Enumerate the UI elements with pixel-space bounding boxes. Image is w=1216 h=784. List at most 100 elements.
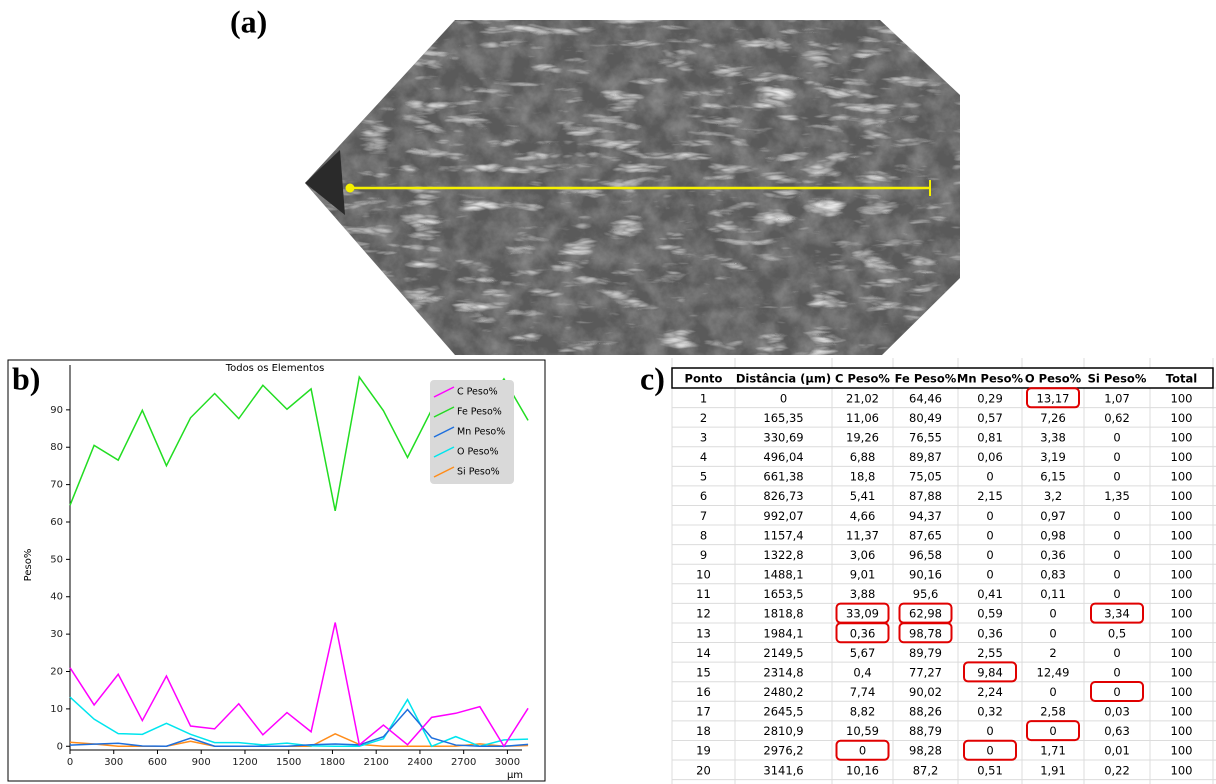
table-cell: 9,01 (850, 568, 876, 582)
table-cell: 0 (780, 391, 787, 405)
header-border (671, 367, 1214, 389)
table-cell: 2,15 (977, 489, 1003, 503)
y-tick-label: 40 (50, 592, 63, 603)
table-cell: 0 (1113, 470, 1120, 484)
cell-highlight (835, 622, 890, 644)
table-cell: 6 (700, 489, 707, 503)
table-cell: 87,88 (909, 489, 942, 503)
table-cell: 100 (1171, 607, 1193, 621)
y-tick-label: 30 (50, 629, 63, 640)
table-cell: 1818,8 (763, 607, 803, 621)
table-cell: 2,55 (977, 646, 1003, 660)
table-cell: 7,26 (1040, 411, 1066, 425)
cell-highlight (835, 739, 890, 761)
table-cell: 11,37 (846, 528, 879, 542)
table-cell: 0 (1049, 607, 1056, 621)
table-cell: 0,59 (977, 607, 1003, 621)
legend-label: Mn Peso% (457, 427, 505, 438)
table-cell: 100 (1171, 665, 1193, 679)
table-cell: 19,26 (846, 430, 879, 444)
table-cell: 100 (1171, 646, 1193, 660)
y-tick-label: 90 (50, 405, 63, 416)
table-cell: 2149,5 (763, 646, 803, 660)
table-cell: 5,67 (850, 646, 876, 660)
table-cell: 0 (1113, 450, 1120, 464)
table-cell: 0,11 (1040, 587, 1066, 601)
table-cell: 89,87 (909, 450, 942, 464)
table-cell: 100 (1171, 744, 1193, 758)
table-cell: 0 (1049, 685, 1056, 699)
table-cell: 0 (986, 528, 993, 542)
table-header: C Peso% (835, 372, 890, 386)
table-cell: 1157,4 (763, 528, 803, 542)
table-cell: 89,79 (909, 646, 942, 660)
table-cell: 64,46 (909, 391, 942, 405)
panel-label: (a) (230, 3, 267, 39)
table-cell: 11 (696, 587, 711, 601)
table-cell: 3,2 (1044, 489, 1062, 503)
table-cell: 3,88 (850, 587, 876, 601)
legend-label: C Peso% (457, 387, 498, 398)
legend-swatch (433, 446, 455, 458)
legend-swatch (433, 386, 455, 398)
table-cell: 2480,2 (763, 685, 803, 699)
table-cell: 0,4 (853, 665, 871, 679)
table-cell: 88,26 (909, 705, 942, 719)
table-cell: 100 (1171, 450, 1193, 464)
table-cell: 4 (700, 450, 707, 464)
legend-swatch (433, 466, 455, 478)
table-cell: 12,49 (1037, 665, 1070, 679)
cell-highlight (1090, 602, 1144, 624)
table-cell: 9,84 (977, 665, 1003, 679)
table-cell: 0,81 (977, 430, 1003, 444)
cell-highlight (898, 622, 953, 644)
table-cell: 18,8 (850, 470, 876, 484)
table-cell: 0 (986, 724, 993, 738)
table-cell: 100 (1171, 763, 1193, 777)
table-cell: 496,04 (763, 450, 803, 464)
table-cell: 5,41 (850, 489, 876, 503)
table-cell: 88,79 (909, 724, 942, 738)
table-header: O Peso% (1025, 372, 1082, 386)
legend-label: Fe Peso% (457, 407, 502, 418)
x-tick-label: 1800 (320, 757, 345, 768)
x-tick-label: 900 (192, 757, 211, 768)
table-cell: 4,66 (850, 509, 876, 523)
table-cell: 1653,5 (763, 587, 803, 601)
table-cell: 2645,5 (763, 705, 803, 719)
table-cell: 0 (1049, 724, 1056, 738)
x-tick-label: 1500 (276, 757, 301, 768)
y-tick-label: 70 (50, 480, 63, 491)
table-cell: 0,36 (850, 626, 876, 640)
table-cell: 1,91 (1040, 763, 1066, 777)
table-cell: 100 (1171, 430, 1193, 444)
x-tick-label: 1200 (232, 757, 257, 768)
series-line (69, 622, 529, 748)
legend-swatch (433, 426, 455, 438)
table-cell: 0 (1113, 568, 1120, 582)
table-cell: 77,27 (909, 665, 942, 679)
table-cell: 3,34 (1104, 607, 1130, 621)
table-cell: 0 (1113, 646, 1120, 660)
table-cell: 17 (696, 705, 711, 719)
table-cell: 75,05 (909, 470, 942, 484)
table-cell: 3,19 (1040, 450, 1066, 464)
table-cell: 0,29 (977, 391, 1003, 405)
table-cell: 14 (696, 646, 711, 660)
table-cell: 20 (696, 763, 711, 777)
table-cell: 0,62 (1104, 411, 1130, 425)
table-cell: 8 (700, 528, 707, 542)
table-cell: 10,16 (846, 763, 879, 777)
table-cell: 0,51 (977, 763, 1003, 777)
table-cell: 18 (696, 724, 711, 738)
series-line (69, 696, 529, 748)
panel-label: b) (12, 360, 40, 396)
table-cell: 3141,6 (763, 763, 803, 777)
x-axis-label: µm (507, 770, 523, 781)
table-cell: 2314,8 (763, 665, 803, 679)
table-cell: 87,65 (909, 528, 942, 542)
legend-swatch (433, 406, 455, 418)
table-cell: 100 (1171, 391, 1193, 405)
x-tick-label: 300 (104, 757, 123, 768)
cell-highlight (1090, 680, 1144, 702)
